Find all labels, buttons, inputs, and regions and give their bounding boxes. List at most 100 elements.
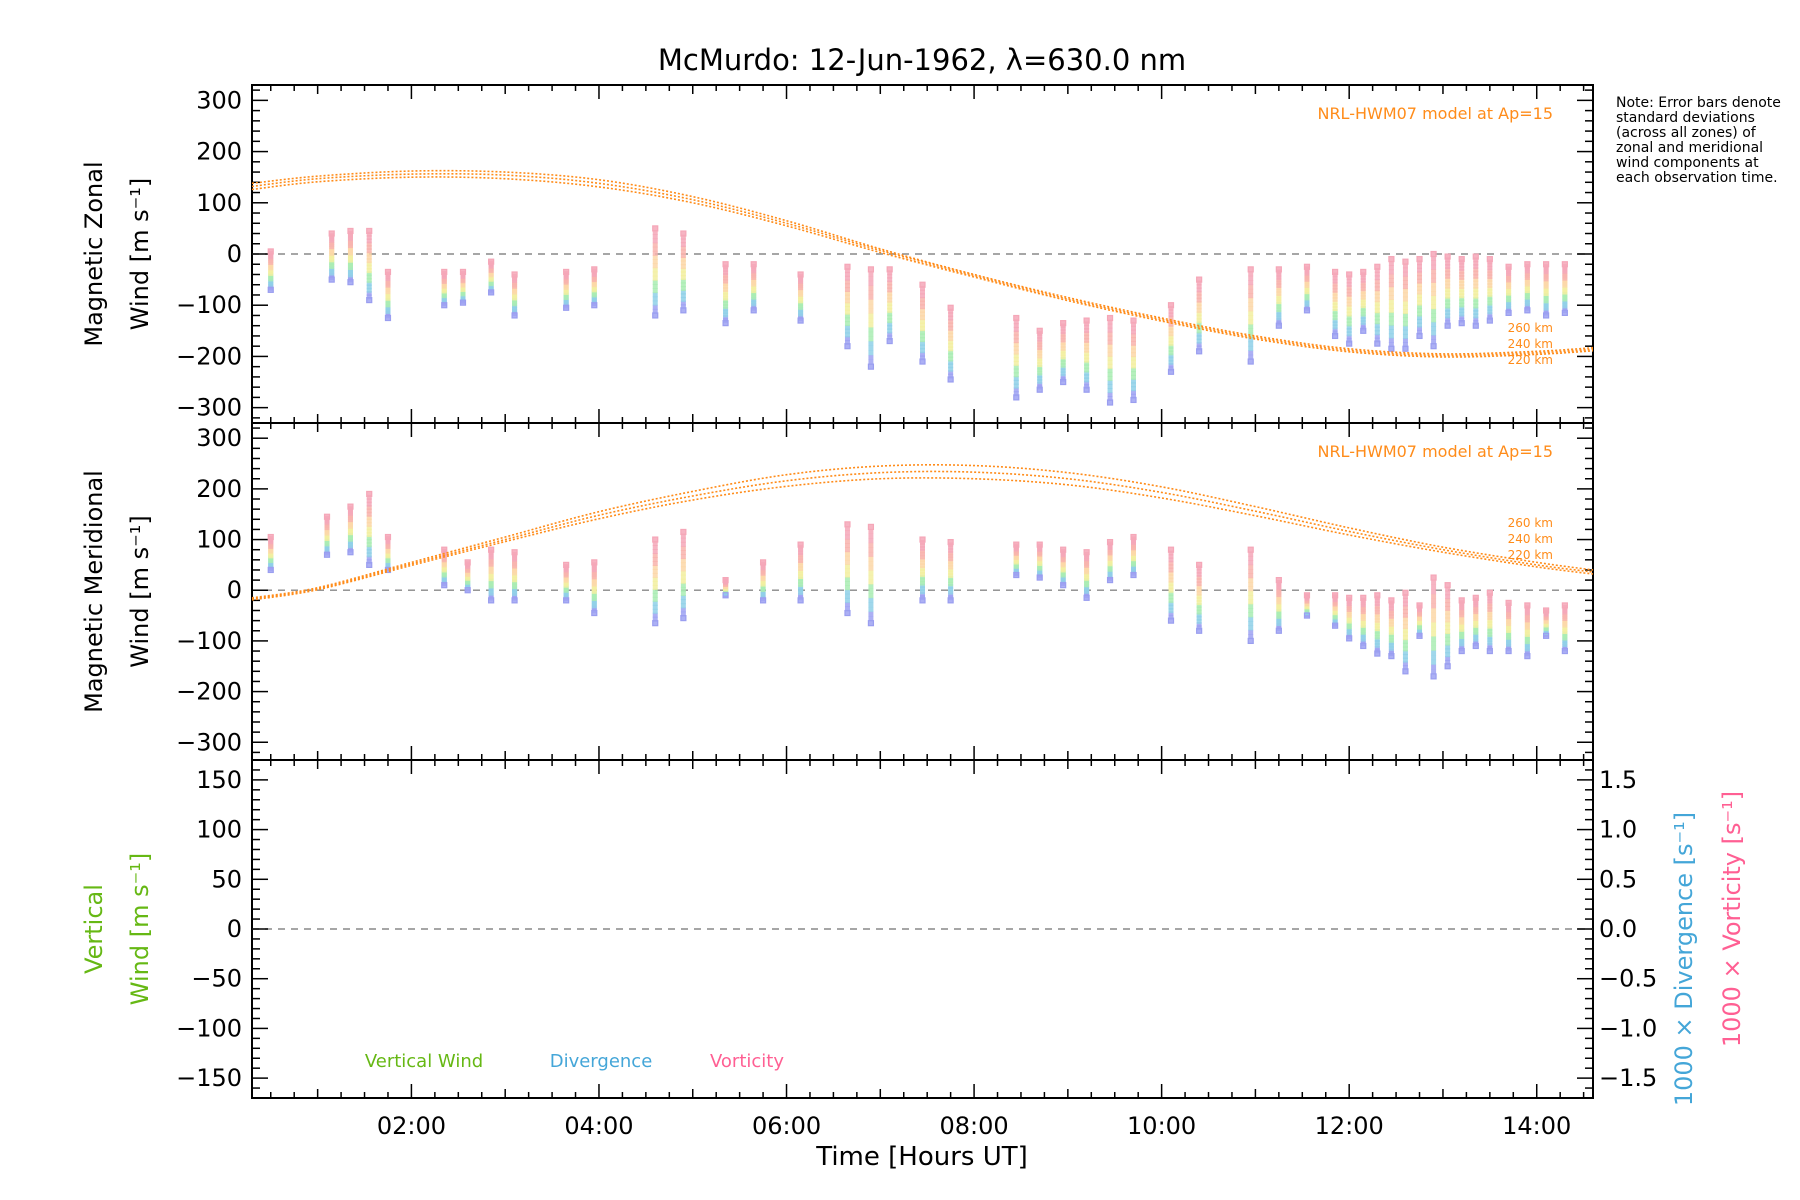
meridional-observation-max — [680, 528, 687, 536]
zonal-observation-point — [920, 318, 925, 324]
zonal-observation-point — [1388, 282, 1394, 288]
zonal-observation-point — [1417, 296, 1423, 302]
meridional-observation — [947, 538, 954, 604]
zonal-y-tick-label: 0 — [227, 240, 242, 268]
zonal-observation-point — [1487, 277, 1493, 283]
zonal-observation-point — [798, 271, 804, 277]
meridional-observation-point — [844, 547, 850, 553]
meridional-ylabel-line1: Magnetic Meridional — [80, 470, 108, 713]
meridional-observation-point — [798, 579, 804, 585]
meridional-observation-point — [1431, 636, 1437, 642]
zonal-observation-point — [1445, 267, 1451, 273]
zonal-observation-point — [652, 300, 658, 306]
meridional-observation-max — [722, 576, 729, 584]
zonal-observation-point — [680, 304, 686, 310]
meridional-observation-point — [920, 548, 925, 554]
zonal-observation-point — [1248, 284, 1254, 290]
zonal-observation-point — [1417, 329, 1423, 335]
zonal-observation-point — [366, 281, 372, 287]
zonal-observation-point — [948, 363, 954, 369]
meridional-observation-point — [680, 558, 686, 564]
meridional-observation-max — [1332, 592, 1339, 599]
zonal-observation-point — [1402, 313, 1408, 319]
meridional-observation-point — [1487, 604, 1493, 610]
meridional-observation-point — [1487, 595, 1493, 601]
meridional-observation-point — [366, 515, 372, 521]
zonal-observation-max — [1083, 317, 1090, 324]
zonal-observation-point — [723, 292, 729, 298]
meridional-observation-point — [948, 572, 954, 578]
meridional-observation-point — [366, 528, 372, 534]
meridional-observation-point — [920, 568, 925, 574]
meridional-observation-point — [920, 580, 925, 586]
zonal-observation-point — [1431, 295, 1437, 301]
meridional-y-tick-label: 300 — [196, 424, 242, 452]
zonal-observation-min — [1374, 340, 1381, 347]
zonal-observation-point — [1130, 336, 1136, 342]
zonal-observation-max — [563, 268, 570, 276]
zonal-observation-point — [1374, 286, 1380, 292]
zonal-observation-point — [1487, 280, 1493, 286]
meridional-observation-point — [1168, 591, 1174, 597]
zonal-ylabel-line2: Wind [m s⁻¹] — [126, 178, 154, 330]
zonal-observation-point — [1402, 308, 1408, 314]
meridional-observation-point — [1374, 637, 1380, 643]
zonal-observation-point — [887, 304, 893, 310]
meridional-observation-point — [1431, 664, 1437, 670]
zonal-observation-point — [1459, 314, 1465, 320]
meridional-observation-point — [1402, 616, 1408, 622]
zonal-observation-point — [887, 277, 893, 283]
meridional-observation-point — [1431, 617, 1437, 623]
zonal-observation-point — [1417, 326, 1423, 332]
meridional-observation-max — [1402, 589, 1409, 596]
zonal-observation-point — [1459, 284, 1465, 290]
zonal-observation-point — [1431, 286, 1437, 292]
meridional-observation-point — [1487, 648, 1493, 654]
right-y-tick-label: 0.0 — [1599, 915, 1637, 943]
right-y-tick-label: 1.0 — [1599, 816, 1637, 844]
zonal-observation-point — [887, 290, 893, 296]
meridional-observation-point — [366, 562, 372, 568]
meridional-observation-point — [948, 570, 954, 576]
zonal-observation-point — [1107, 387, 1113, 393]
zonal-observation-point — [1473, 296, 1479, 302]
zonal-observation-point — [652, 271, 658, 277]
meridional-observation-point — [652, 560, 658, 566]
zonal-observation-point — [1168, 369, 1174, 375]
zonal-observation-point — [844, 290, 850, 296]
meridional-observation-point — [1402, 605, 1408, 611]
zonal-observation — [1402, 258, 1409, 352]
meridional-observation-point — [1374, 601, 1380, 607]
zonal-observation — [1374, 263, 1381, 347]
zonal-observation-point — [1107, 339, 1113, 345]
zonal-observation-point — [1360, 286, 1366, 292]
zonal-observation-point — [1013, 319, 1019, 325]
zonal-observation-point — [1248, 354, 1254, 360]
zonal-observation-point — [1487, 285, 1493, 291]
meridional-observation-max — [919, 536, 926, 543]
zonal-observation-max — [1444, 253, 1451, 260]
zonal-observation-point — [1168, 353, 1174, 359]
meridional-observation-max — [652, 536, 659, 543]
meridional-observation-point — [948, 547, 954, 553]
meridional-observation-point — [1374, 626, 1380, 632]
zonal-observation-point — [652, 283, 658, 289]
meridional-model-line-260km — [251, 464, 1594, 599]
zonal-observation-min — [652, 312, 659, 319]
zonal-observation-point — [1374, 315, 1380, 321]
zonal-observation-max — [652, 225, 659, 232]
zonal-observation-point — [1060, 343, 1066, 349]
meridional-observation — [563, 561, 570, 604]
zonal-observation-point — [1346, 304, 1352, 310]
zonal-observation-point — [366, 254, 372, 260]
meridional-observation-point — [1248, 555, 1254, 561]
meridional-observation-point — [1248, 616, 1254, 622]
meridional-observation-point — [1168, 550, 1174, 556]
meridional-observation-max — [844, 521, 851, 528]
meridional-observation-point — [868, 588, 874, 594]
meridional-observation-point — [1402, 646, 1408, 652]
zonal-observation-point — [1107, 400, 1113, 406]
meridional-observation-point — [1388, 635, 1394, 641]
zonal-observation-point — [1459, 311, 1465, 317]
meridional-observation-point — [920, 589, 925, 595]
